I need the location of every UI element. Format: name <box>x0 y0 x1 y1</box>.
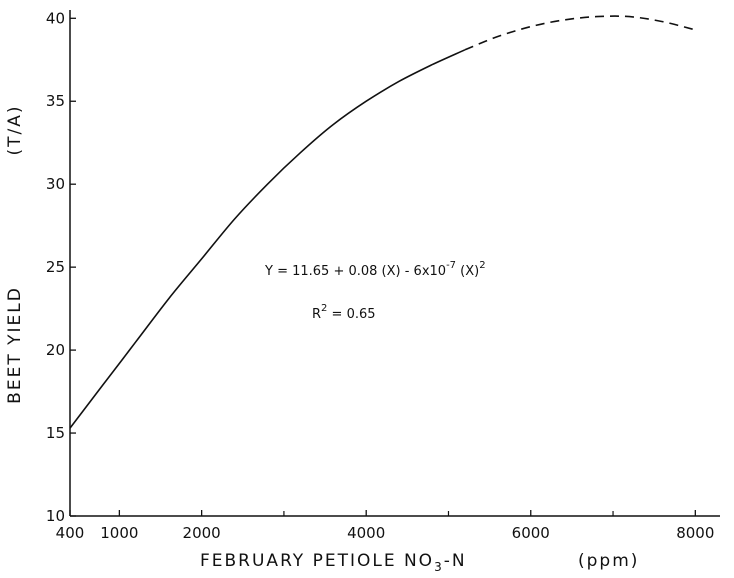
y-ticks: 10 15 20 25 30 35 40 <box>46 9 76 525</box>
y-axis-unit: (T/A) <box>5 104 25 155</box>
y-axis-title: BEET YIELD <box>5 286 25 404</box>
x-axis-subscript: 3 <box>434 560 444 574</box>
y-tick-label: 20 <box>46 341 65 359</box>
x-tick-label: 1000 <box>100 524 138 542</box>
r-squared-lead: R <box>312 307 321 322</box>
y-axis-label: BEET YIELD <box>5 286 25 404</box>
x-axis-unit: (ppm) <box>578 551 639 571</box>
equation-exponent: -7 <box>446 260 456 271</box>
x-axis-label-tail: -N <box>444 551 467 571</box>
curve-group <box>69 15 696 429</box>
y-tick-label: 10 <box>46 507 65 525</box>
equation-mid: (X) <box>456 264 479 279</box>
curve-extrapolated-dashed <box>464 15 696 51</box>
x-ticks: 400 1000 2000 4000 6000 8000 <box>56 510 714 542</box>
y-axis-unit-text: (T/A) <box>5 104 25 155</box>
x-tick-label: 400 <box>56 524 85 542</box>
equation-annotation: Y = 11.65 + 0.08 (X) - 6x10-7 (X)2 <box>264 260 486 279</box>
y-tick-label: 30 <box>46 175 65 193</box>
y-tick-label: 15 <box>46 424 65 442</box>
curve-fitted-solid <box>69 49 466 429</box>
y-tick-label: 35 <box>46 92 65 110</box>
equation-lead: Y = 11.65 + 0.08 (X) - 6x10 <box>264 264 446 279</box>
r-squared-annotation: R2 = 0.65 <box>312 303 376 322</box>
y-tick-label: 25 <box>46 258 65 276</box>
y-tick-label: 40 <box>46 9 65 27</box>
x-axis-title: FEBRUARY PETIOLE NO3-N <box>200 551 467 574</box>
x-axis-unit-text: (ppm) <box>578 551 639 571</box>
x-tick-label: 6000 <box>512 524 550 542</box>
equation-square: 2 <box>479 260 485 271</box>
r-squared-sup: 2 <box>321 303 327 314</box>
x-axis-label: FEBRUARY PETIOLE NO <box>200 551 434 571</box>
axes <box>69 10 720 517</box>
r-squared-value: = 0.65 <box>327 307 375 322</box>
x-tick-label: 2000 <box>183 524 221 542</box>
x-tick-label: 8000 <box>676 524 714 542</box>
x-tick-label: 4000 <box>347 524 385 542</box>
